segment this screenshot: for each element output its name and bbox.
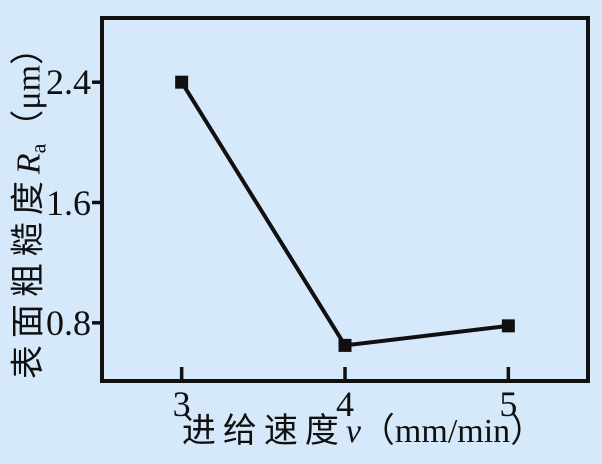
data-series-line (179, 81, 509, 348)
x-tick-label: 5 (499, 384, 518, 424)
x-axis-title-text: 进给速度 (181, 413, 346, 450)
data-point-marker (338, 338, 352, 352)
y-tick-label: 0.8 (46, 302, 91, 343)
plot-canvas (92, 16, 590, 383)
x-axis-variable: v (345, 413, 361, 450)
y-axis-unit: （μm） (10, 30, 48, 144)
plot-border (100, 16, 590, 383)
y-axis-title: 表面粗糙度Ra（μm） (10, 30, 51, 380)
plot-area (92, 16, 590, 383)
x-tick-label: 3 (172, 384, 191, 424)
data-point-marker (501, 319, 515, 333)
y-tick-label: 1.6 (46, 182, 91, 223)
x-axis-title: 进给速度v（mm/min） (182, 415, 544, 449)
y-axis-variable: R (10, 153, 48, 175)
x-tick-label: 4 (336, 384, 354, 424)
y-axis-title-text: 表面粗糙度 (10, 174, 48, 380)
y-tick-label: 2.4 (46, 62, 91, 103)
data-point-marker (175, 75, 189, 89)
y-axis-variable-subscript: a (25, 143, 51, 154)
x-axis-unit: （mm/min） (360, 413, 545, 450)
